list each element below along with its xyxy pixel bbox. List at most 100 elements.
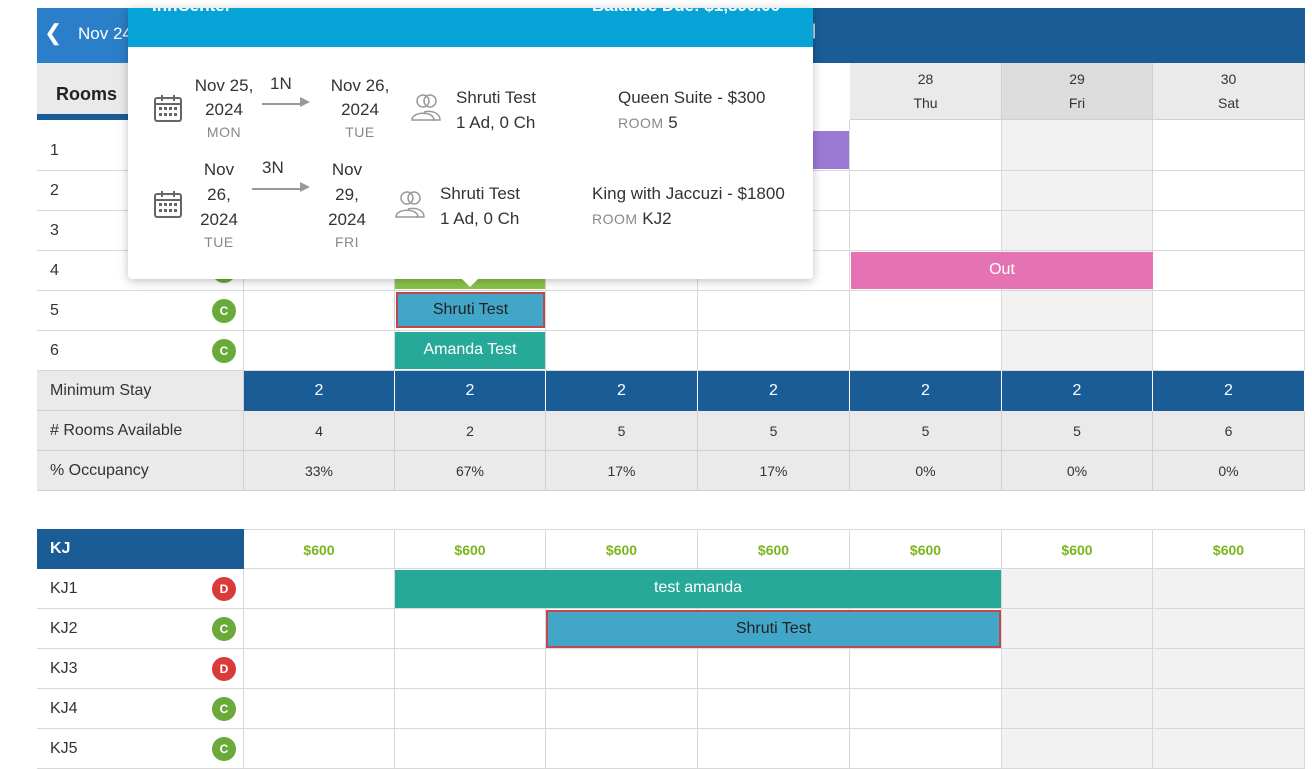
booking-cell[interactable] (1153, 120, 1305, 171)
booking-cell[interactable] (850, 331, 1002, 371)
booking-cell[interactable] (1153, 291, 1305, 331)
booking-cell[interactable] (1153, 251, 1305, 291)
min-stay-cell[interactable]: 2 (244, 371, 395, 411)
booking-cell[interactable] (1002, 331, 1153, 371)
popup-pointer (458, 275, 482, 287)
room-prefix: ROOM (592, 211, 638, 227)
booking-cell[interactable] (546, 729, 698, 769)
min-stay-cell[interactable]: 2 (395, 371, 546, 411)
booking-cell[interactable] (698, 689, 850, 729)
booking-cell[interactable] (1002, 569, 1153, 609)
booking-cell[interactable] (850, 609, 1002, 649)
booking-cell[interactable] (1153, 729, 1305, 769)
booking-bar-amanda[interactable]: Amanda Test (395, 332, 545, 369)
date-dow: Sat (1217, 95, 1239, 111)
rate-cell[interactable]: $600 (395, 529, 546, 569)
room-type: Queen Suite - $300 (618, 88, 766, 107)
status-badge: D (212, 577, 236, 601)
calendar-icon (154, 191, 182, 218)
booking-cell[interactable] (1153, 609, 1305, 649)
date-header-30[interactable]: 30 Sat (1153, 63, 1305, 120)
booking-cell[interactable] (1153, 171, 1305, 211)
chevron-left-icon[interactable]: ❮ (44, 20, 63, 45)
date-header-29[interactable]: 29 Fri (1002, 63, 1153, 120)
room-label[interactable]: KJ3 (37, 649, 244, 689)
booking-cell[interactable] (698, 729, 850, 769)
booking-cell[interactable] (850, 120, 1002, 171)
booking-cell[interactable] (1153, 331, 1305, 371)
booking-cell[interactable] (244, 729, 395, 769)
booking-cell[interactable] (244, 649, 395, 689)
min-stay-cell[interactable]: 2 (850, 371, 1002, 411)
room-label[interactable]: 5 (37, 291, 244, 331)
checkin-line: 26, (207, 185, 231, 204)
booking-cell[interactable] (395, 729, 546, 769)
booking-cell[interactable] (546, 689, 698, 729)
booking-cell[interactable] (850, 689, 1002, 729)
booking-bar-test-amanda[interactable]: test amanda (395, 570, 1001, 608)
booking-cell[interactable] (244, 291, 395, 331)
booking-bar-out[interactable]: Out (851, 252, 1153, 289)
guests-icon (395, 191, 425, 218)
booking-cell[interactable] (850, 291, 1002, 331)
booking-cell[interactable] (1002, 729, 1153, 769)
booking-cell[interactable] (1002, 609, 1153, 649)
rate-cell[interactable]: $600 (698, 529, 850, 569)
booking-cell[interactable] (850, 729, 1002, 769)
checkout-line: 29, (335, 185, 359, 204)
booking-cell[interactable] (395, 649, 546, 689)
date-header-28[interactable]: 28 Thu (850, 63, 1002, 120)
status-badge: C (212, 299, 236, 323)
checkin-line: 2024 (205, 100, 243, 119)
booking-cell[interactable] (698, 291, 850, 331)
booking-cell[interactable] (1002, 649, 1153, 689)
room-label[interactable]: KJ1 (37, 569, 244, 609)
booking-cell[interactable] (395, 291, 546, 331)
min-stay-cell[interactable]: 2 (1002, 371, 1153, 411)
booking-cell[interactable] (244, 689, 395, 729)
room-type: King with Jaccuzi - $1800 (592, 184, 785, 203)
rate-cell[interactable]: $600 (546, 529, 698, 569)
booking-cell[interactable] (244, 331, 395, 371)
room-label[interactable]: 6 (37, 331, 244, 371)
booking-cell[interactable] (850, 211, 1002, 251)
booking-cell[interactable] (395, 331, 546, 371)
booking-cell[interactable] (850, 649, 1002, 689)
min-stay-cell[interactable]: 2 (698, 371, 850, 411)
booking-cell[interactable] (850, 171, 1002, 211)
booking-cell[interactable] (698, 331, 850, 371)
room-label[interactable]: KJ2 (37, 609, 244, 649)
date-dow: Fri (1068, 95, 1086, 111)
booking-cell[interactable] (1002, 689, 1153, 729)
booking-cell[interactable] (546, 291, 698, 331)
booking-cell[interactable] (546, 649, 698, 689)
room-label[interactable]: KJ4 (37, 689, 244, 729)
booking-cell[interactable] (1002, 291, 1153, 331)
rate-cell[interactable]: $600 (850, 529, 1002, 569)
booking-cell[interactable] (244, 609, 395, 649)
room-number: 5 (668, 113, 678, 132)
booking-cell[interactable] (1153, 569, 1305, 609)
booking-cell[interactable] (395, 609, 546, 649)
booking-bar-shruti-kj2[interactable]: Shruti Test (546, 610, 1001, 648)
booking-cell[interactable] (850, 569, 1002, 609)
rate-cell[interactable]: $600 (244, 529, 395, 569)
booking-cell[interactable] (395, 689, 546, 729)
back-label[interactable]: Nov 24 (78, 24, 132, 43)
min-stay-cell[interactable]: 2 (546, 371, 698, 411)
booking-bar-shruti[interactable]: Shruti Test (396, 292, 545, 328)
rate-cell[interactable]: $600 (1002, 529, 1153, 569)
booking-cell[interactable] (546, 331, 698, 371)
booking-cell[interactable] (1153, 649, 1305, 689)
booking-cell[interactable] (1002, 120, 1153, 171)
booking-cell[interactable] (1153, 689, 1305, 729)
booking-cell[interactable] (244, 569, 395, 609)
booking-cell[interactable] (1153, 211, 1305, 251)
rate-cell[interactable]: $600 (1153, 529, 1305, 569)
booking-cell[interactable] (1002, 171, 1153, 211)
booking-cell[interactable] (1002, 211, 1153, 251)
back-button[interactable] (37, 8, 129, 63)
min-stay-cell[interactable]: 2 (1153, 371, 1305, 411)
booking-cell[interactable] (698, 649, 850, 689)
booking-cell[interactable] (698, 251, 850, 291)
